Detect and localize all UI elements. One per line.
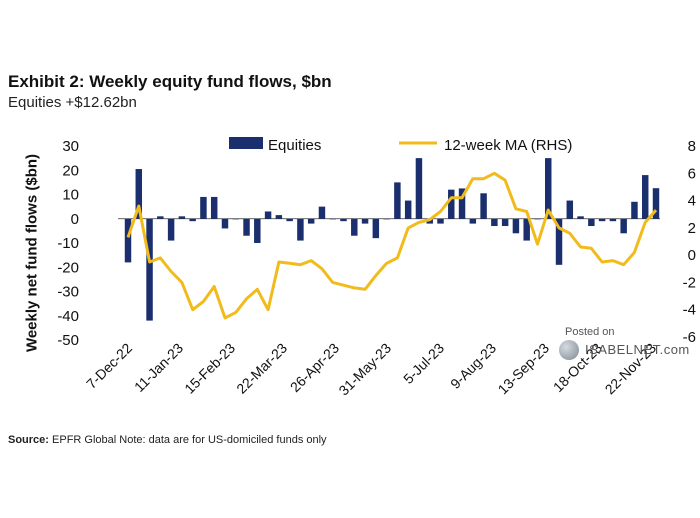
y-tick-label: 10 (62, 187, 79, 204)
y-axis-label: Weekly net fund flows ($bn) (23, 153, 41, 353)
equities-bar (469, 218, 477, 224)
equities-bar (641, 175, 649, 219)
ma-line (126, 171, 658, 320)
equities-bar (307, 218, 315, 224)
y-tick-label: -30 (57, 284, 79, 301)
equities-bar (178, 216, 186, 219)
legend-equities-label: Equities (268, 137, 321, 154)
equities-bar (609, 218, 617, 222)
x-tick-label: 9-Aug-23 (447, 340, 499, 392)
equities-bar (210, 196, 218, 219)
equities-bar (448, 189, 455, 219)
legend: Equities 12-week MA (RHS) (229, 137, 572, 154)
equities-bar (545, 158, 552, 219)
equities-bar (135, 169, 143, 219)
equities-bar (631, 201, 638, 219)
x-tick-label: 26-Apr-23 (287, 340, 342, 395)
equities-bar (200, 196, 207, 219)
x-tick-label: 13-Sep-23 (495, 340, 553, 398)
y2-tick-label: -6 (683, 329, 696, 346)
x-tick-label: 7-Dec-22 (83, 340, 135, 392)
legend-ma-label: 12-week MA (RHS) (444, 137, 572, 154)
equities-bar (221, 218, 229, 229)
equities-bar (146, 218, 153, 321)
chart-title: Exhibit 2: Weekly equity fund flows, $bn (8, 72, 332, 91)
y-tick-label: -10 (57, 235, 79, 252)
equities-bar (437, 218, 444, 224)
equities-bar (523, 218, 530, 241)
equities-bar (286, 218, 293, 222)
equities-bar (372, 218, 380, 239)
equities-bar (243, 218, 250, 236)
y2-tick-label: 8 (688, 138, 696, 155)
equities-bar (501, 218, 509, 227)
equities-bar (361, 218, 369, 224)
equities-bar (588, 218, 595, 227)
equities-bar (383, 218, 390, 220)
y2-tick-label: -2 (683, 274, 696, 291)
equities-bar (620, 218, 627, 234)
equities-bar (534, 218, 541, 220)
footnote-text: EPFR Global Note: data are for US-domici… (52, 434, 327, 446)
watermark-posted: Posted on (565, 326, 615, 338)
equities-bar (351, 218, 358, 236)
x-tick-label: 15-Feb-23 (181, 340, 238, 397)
y-tick-label: -50 (57, 332, 79, 349)
equities-bar (254, 218, 261, 243)
ma-line-layer (126, 171, 658, 320)
equities-bar (329, 218, 336, 220)
y-tick-label: 20 (62, 162, 79, 179)
equities-bar (264, 211, 272, 219)
equities-bar (189, 218, 196, 222)
equities-bar (232, 218, 239, 220)
equities-bar (318, 206, 326, 219)
y2-tick-label: 4 (688, 193, 696, 210)
x-tick-label: 31-May-23 (335, 340, 394, 399)
equities-bar (340, 218, 347, 222)
equities-bar (404, 200, 412, 219)
y2-tick-label: 2 (688, 220, 696, 237)
y2-tick-label: -4 (683, 302, 696, 319)
equities-bar (512, 218, 520, 234)
equities-bar (598, 218, 606, 222)
x-tick-label: 5-Jul-23 (400, 340, 447, 387)
y-tick-label: -40 (57, 308, 79, 325)
equities-bar (275, 215, 283, 219)
equities-bar (124, 218, 132, 263)
watermark: Posted on ISABELNET.com (555, 326, 695, 366)
equities-bar (555, 218, 563, 265)
equities-bar (652, 188, 660, 219)
right-axis: 8 6 4 2 0 -2 -4 -6 (683, 138, 696, 346)
footnote: Source: EPFR Global Note: data are for U… (8, 434, 327, 446)
bars-layer (124, 158, 660, 321)
globe-icon (559, 340, 579, 360)
equities-bar (458, 188, 466, 219)
equities-bar (394, 182, 401, 219)
x-tick-label: 11-Jan-23 (131, 340, 186, 395)
y-tick-label: -20 (57, 259, 79, 276)
equities-bar (566, 200, 574, 219)
equities-bar (297, 218, 304, 241)
y-tick-label: 30 (62, 138, 79, 155)
equities-bar (167, 218, 175, 241)
y2-tick-label: 6 (688, 165, 696, 182)
watermark-site: ISABELNET.com (585, 342, 690, 357)
equities-bar (415, 158, 423, 219)
left-axis: 30 20 10 0 -10 -20 -30 -40 -50 (57, 138, 79, 349)
equities-bar (480, 193, 487, 219)
y-tick-label: 0 (71, 211, 79, 228)
y2-tick-label: 0 (688, 247, 696, 264)
equities-bar (577, 216, 584, 219)
equities-bar (491, 218, 498, 227)
chart-subtitle: Equities +$12.62bn (8, 94, 137, 111)
footnote-source-label: Source: (8, 434, 49, 446)
equities-bar (157, 216, 164, 219)
x-tick-label: 22-Mar-23 (233, 340, 290, 397)
legend-equities-swatch (229, 137, 263, 149)
